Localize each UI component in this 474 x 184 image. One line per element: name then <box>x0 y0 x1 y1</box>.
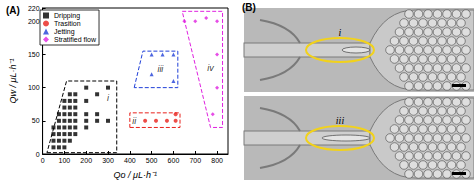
svg-text:100: 100 <box>59 157 71 164</box>
svg-text:ii: ii <box>132 116 137 126</box>
svg-text:300: 300 <box>102 157 114 164</box>
svg-text:400: 400 <box>124 157 136 164</box>
svg-text:i: i <box>107 93 110 103</box>
svg-text:200: 200 <box>28 18 40 25</box>
svg-text:0: 0 <box>36 151 40 158</box>
svg-text:600: 600 <box>168 157 180 164</box>
svg-text:(A): (A) <box>6 5 20 16</box>
svg-text:Dripping: Dripping <box>54 12 80 20</box>
svg-text:50: 50 <box>32 117 40 124</box>
svg-text:iii: iii <box>336 115 345 126</box>
svg-text:(B): (B) <box>242 2 256 13</box>
svg-text:700: 700 <box>189 157 201 164</box>
svg-text:Qw / μL·h⁻¹: Qw / μL·h⁻¹ <box>8 59 18 104</box>
svg-text:200: 200 <box>80 157 92 164</box>
svg-text:500: 500 <box>146 157 158 164</box>
svg-text:100: 100 <box>28 84 40 91</box>
svg-text:220: 220 <box>28 5 40 12</box>
svg-text:Stratified flow: Stratified flow <box>54 36 97 43</box>
svg-text:Trasition: Trasition <box>54 20 81 27</box>
svg-text:Jetting: Jetting <box>54 28 75 36</box>
svg-text:iii: iii <box>157 64 164 74</box>
svg-text:800: 800 <box>211 157 223 164</box>
svg-text:0: 0 <box>41 157 45 164</box>
svg-text:Qo / μL·h⁻¹: Qo / μL·h⁻¹ <box>114 170 157 180</box>
svg-text:i: i <box>339 27 342 38</box>
svg-text:iv: iv <box>207 63 214 73</box>
svg-text:150: 150 <box>28 51 40 58</box>
